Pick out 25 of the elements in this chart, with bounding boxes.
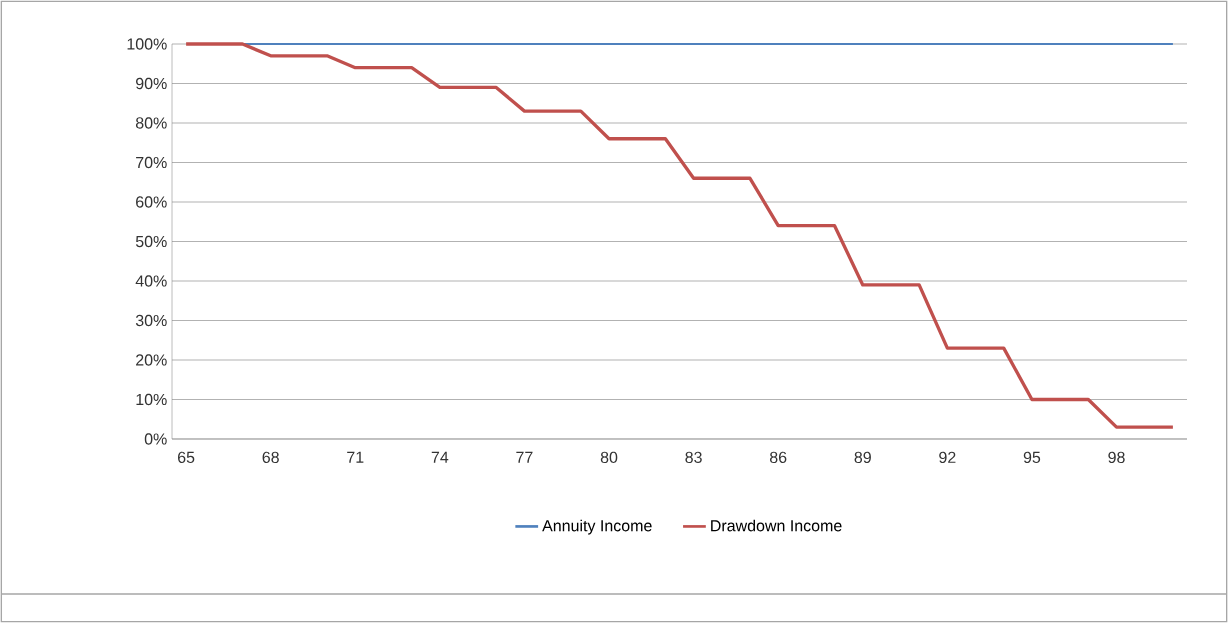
y-tick-label: 50% (135, 235, 167, 248)
x-tick-label: 71 (347, 451, 364, 463)
y-tick-label: 80% (135, 117, 167, 129)
y-tick-label: 20% (136, 354, 167, 366)
y-tick-label: 30% (135, 314, 167, 327)
y-tick-label: 10% (136, 393, 167, 406)
x-tick-label: 98 (1108, 451, 1125, 464)
x-tick-label: 89 (854, 451, 871, 464)
x-tick-label: 92 (939, 451, 956, 464)
y-tick-label: 0% (144, 433, 167, 445)
y-tick-label: 90% (136, 77, 167, 90)
x-tick-label: 86 (769, 451, 787, 464)
y-tick-label: 70% (136, 156, 167, 169)
x-tick-label: 74 (431, 451, 449, 463)
y-tick-label: 40% (135, 275, 167, 287)
x-tick-label: 65 (178, 451, 195, 464)
legend-label: Drawdown Income (711, 519, 842, 532)
x-tick-label: 95 (1023, 451, 1041, 464)
legend-label: Annuity Income (542, 519, 652, 535)
x-tick-label: 77 (516, 451, 533, 463)
x-tick-label: 68 (262, 451, 279, 464)
y-tick-label: 60% (136, 196, 167, 208)
y-tick-label: 100% (127, 38, 167, 50)
x-tick-label: 83 (685, 451, 702, 464)
x-tick-label: 80 (600, 451, 618, 464)
